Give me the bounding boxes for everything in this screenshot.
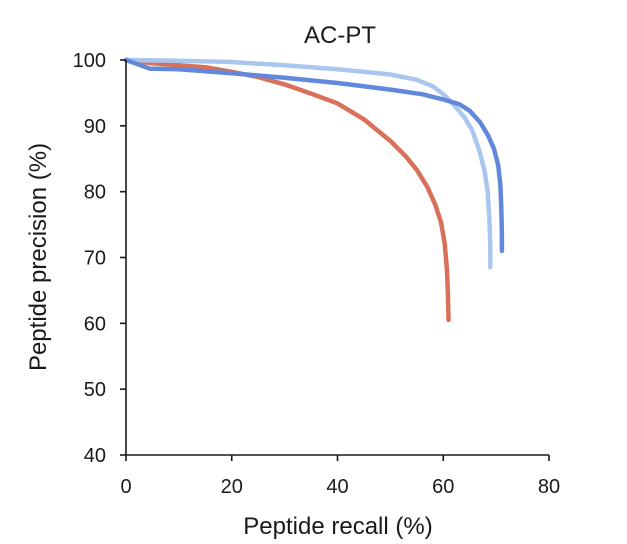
y-tick-label: 60 [84, 313, 106, 335]
chart-title: AC-PT [304, 22, 376, 49]
series-layer [123, 57, 505, 323]
series-line-3 [123, 57, 505, 254]
axes-layer: 0 20 40 60 80 40 50 60 70 80 90 100 [73, 50, 561, 498]
x-tick-label: 0 [120, 476, 131, 498]
series-line-1 [123, 57, 451, 323]
x-tick-label: 80 [538, 476, 560, 498]
x-tick-label: 60 [432, 476, 454, 498]
x-tick-label: 40 [326, 476, 348, 498]
y-tick-label: 90 [84, 116, 106, 138]
y-tick-label: 40 [84, 445, 106, 467]
x-tick-label: 20 [221, 476, 243, 498]
x-axis-title: Peptide recall (%) [243, 513, 432, 540]
y-tick-label: 70 [84, 248, 106, 270]
y-tick-label: 50 [84, 379, 106, 401]
y-tick-label: 80 [84, 182, 106, 204]
y-axis-title: Peptide precision (%) [25, 143, 52, 371]
y-tick-label: 100 [73, 50, 106, 72]
